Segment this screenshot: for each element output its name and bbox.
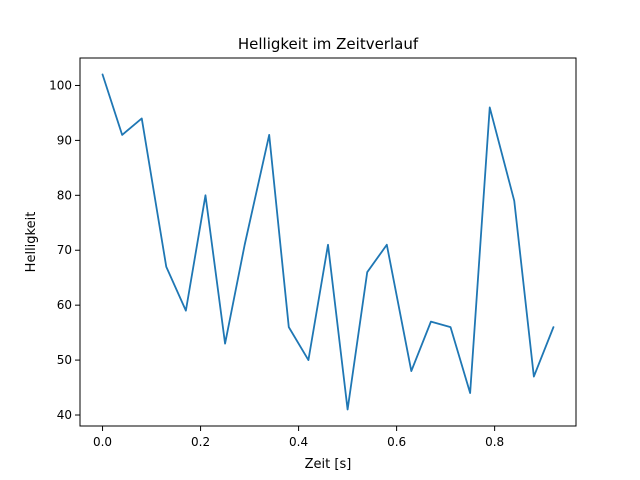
x-tick-label: 0.0 — [93, 435, 112, 449]
plot-frame — [79, 57, 577, 427]
x-axis-label: Zeit [s] — [305, 457, 352, 472]
y-tick-label: 80 — [57, 188, 72, 202]
y-tick-label: 90 — [57, 133, 72, 147]
y-tick-label: 70 — [57, 243, 72, 257]
series-layer — [101, 73, 555, 411]
x-tick-label: 0.4 — [289, 435, 308, 449]
chart-title: Helligkeit im Zeitverlauf — [238, 35, 419, 53]
x-tick-label: 0.6 — [387, 435, 406, 449]
x-axis: 0.0 0.2 0.4 0.6 0.8 — [93, 426, 504, 449]
y-tick-label: 50 — [57, 353, 72, 367]
x-tick-label: 0.2 — [191, 435, 210, 449]
y-tick-label: 40 — [57, 408, 72, 422]
y-axis-label: Helligkeit — [24, 212, 39, 273]
series-line-0 — [101, 73, 555, 411]
y-tick-label: 100 — [49, 78, 72, 92]
y-axis: 40 50 60 70 80 90 100 — [49, 78, 80, 422]
y-tick-label: 60 — [57, 298, 72, 312]
x-tick-label: 0.8 — [485, 435, 504, 449]
